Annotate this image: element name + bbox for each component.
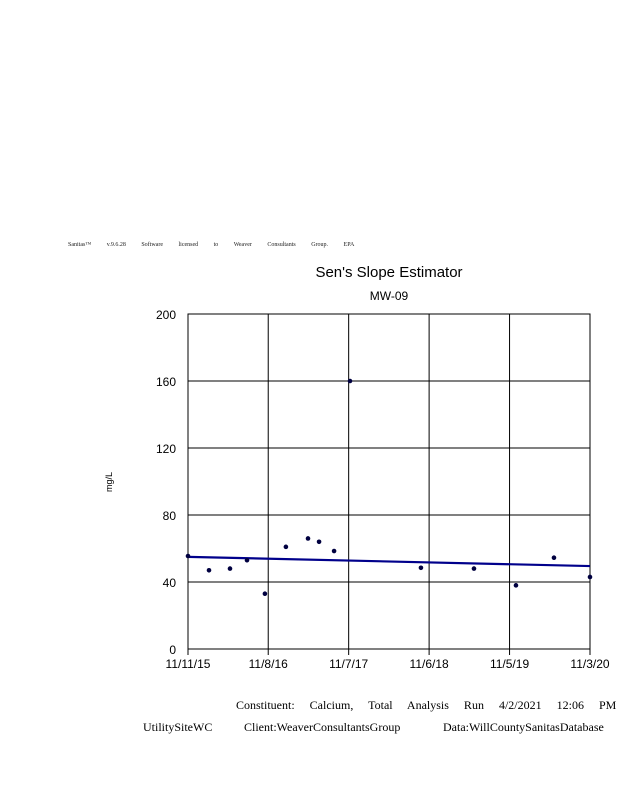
footer-client: Client:WeaverConsultantsGroup [244,720,401,734]
data-point [206,567,212,573]
data-point [347,378,353,384]
trend-line [187,555,591,568]
data-point [244,557,250,563]
y-tick-label: 160 [156,375,176,389]
chart-title: Sen's Slope Estimator [315,264,463,281]
y-axis-label: mg/L [104,472,114,492]
x-tick-label: 11/7/17 [329,657,368,671]
x-tick-label: 11/6/18 [410,657,449,671]
y-tick-label: 40 [163,576,177,590]
y-tick-label: 0 [169,643,176,657]
y-tick-label: 120 [156,442,176,456]
footer-data: Data:WillCountySanitasDatabase [443,720,604,734]
data-point [331,548,337,554]
data-point [418,565,424,571]
x-tick-label: 11/3/20 [570,657,609,671]
data-point [227,566,233,571]
data-point [305,536,311,541]
data-point [283,544,289,550]
license-text: Sanitas™ v.9.6.28 Software licensed to W… [68,242,355,248]
data-point [185,553,191,559]
footer-site: UtilitySiteWC [143,720,213,734]
y-tick-label: 200 [156,308,176,322]
y-tick-label: 80 [163,509,177,523]
plot-frame [187,313,591,650]
data-point [513,583,519,588]
data-point [587,574,593,580]
x-tick-label: 11/8/16 [249,657,288,671]
footer-constituent: Constituent: Calcium, Total Analysis Run… [236,698,617,712]
x-tick-label: 11/5/19 [490,657,529,671]
data-point [551,555,557,561]
data-point [262,591,268,597]
data-point [316,539,322,545]
chart-subtitle: MW-09 [369,289,409,303]
x-tick-label: 11/11/15 [166,657,211,671]
data-point [471,566,477,571]
